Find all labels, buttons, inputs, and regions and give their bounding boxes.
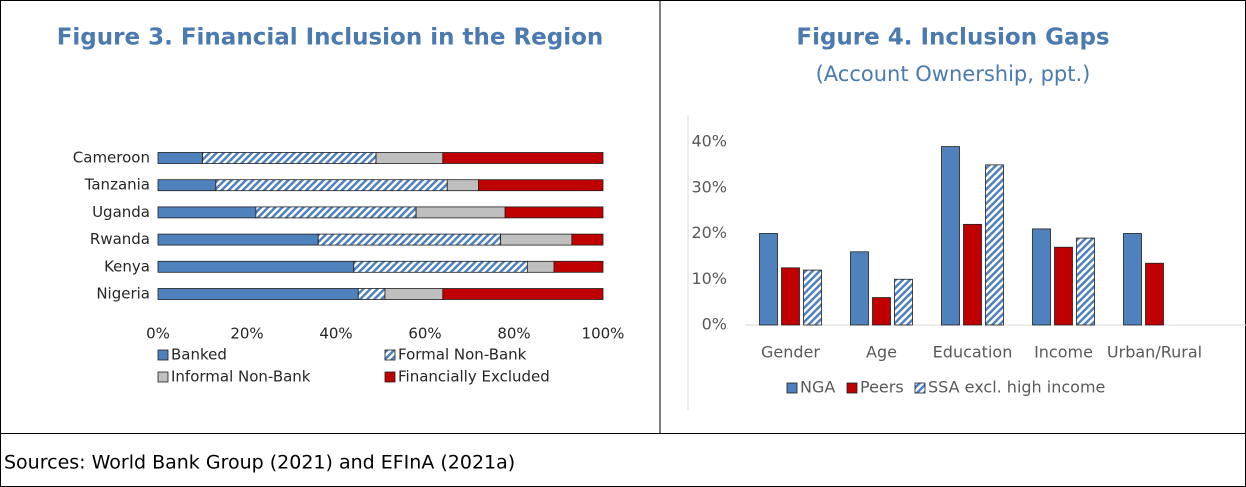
legend-swatch — [846, 382, 858, 394]
x-tick-label: Income — [1034, 343, 1093, 362]
bar-segment — [357, 288, 386, 300]
bar — [1076, 237, 1095, 326]
bar — [1054, 246, 1073, 326]
x-tick-label: 0% — [146, 325, 170, 343]
legend-swatch — [157, 349, 169, 361]
bar-segment — [317, 233, 502, 246]
x-tick-label: 100% — [582, 325, 625, 343]
x-tick-label: Education — [933, 343, 1013, 362]
bar-segment — [526, 260, 555, 273]
y-tick-label: Nigeria — [96, 285, 150, 303]
bar-segment — [157, 206, 257, 219]
legend-swatch — [914, 382, 926, 394]
bar — [872, 297, 891, 326]
y-tick-label: Cameroon — [73, 149, 150, 167]
bar — [963, 223, 982, 326]
bar-segment — [157, 152, 203, 164]
x-tick-label: 60% — [408, 325, 441, 343]
x-tick-label: 40% — [319, 325, 352, 343]
bar-segment — [446, 179, 479, 192]
x-tick-label: Gender — [761, 343, 820, 362]
x-tick-label: Age — [866, 343, 897, 362]
bar-segment — [553, 260, 604, 273]
y-tick-label: Rwanda — [90, 230, 150, 248]
y-tick-label: 30% — [691, 177, 727, 196]
y-tick-label: Kenya — [104, 257, 150, 275]
bar-segment — [255, 206, 417, 219]
y-tick-label: 10% — [691, 269, 727, 288]
y-tick-label: Uganda — [92, 203, 150, 221]
y-tick-label: 20% — [691, 223, 727, 242]
chart-title: Figure 3. Financial Inclusion in the Reg… — [57, 25, 604, 51]
bar — [759, 233, 778, 326]
legend-label: Peers — [860, 378, 904, 397]
bar-segment — [215, 179, 448, 192]
bar-segment — [442, 288, 604, 300]
bar-segment — [442, 152, 604, 164]
bar-segment — [500, 233, 573, 246]
bar-segment — [157, 260, 355, 273]
legend-label: NGA — [800, 378, 835, 397]
bar-segment — [571, 233, 604, 246]
bar-segment — [375, 152, 444, 164]
legend-swatch — [384, 371, 396, 383]
legend-label: SSA excl. high income — [928, 378, 1105, 397]
chart-subtitle: (Account Ownership, ppt.) — [816, 62, 1091, 86]
bar-segment — [353, 260, 528, 273]
legend-label: Formal Non-Bank — [398, 346, 527, 364]
bar — [1123, 233, 1142, 326]
x-tick-label: 80% — [497, 325, 530, 343]
legend-swatch — [157, 371, 169, 383]
legend-label: Banked — [171, 346, 227, 364]
x-tick-label: 20% — [230, 325, 263, 343]
bar-segment — [157, 233, 319, 246]
source-note: Sources: World Bank Group (2021) and EFI… — [4, 452, 515, 474]
chart-title: Figure 4. Inclusion Gaps — [796, 25, 1109, 51]
bar-segment — [157, 179, 217, 192]
legend-label: Informal Non-Bank — [171, 368, 311, 386]
y-tick-label: Tanzania — [84, 176, 150, 194]
bar-segment — [415, 206, 506, 219]
bar — [781, 267, 800, 326]
bar — [985, 164, 1004, 326]
x-tick-label: Urban/Rural — [1107, 343, 1202, 362]
bar-segment — [202, 152, 377, 164]
bar-segment — [384, 288, 444, 300]
bar — [1145, 262, 1164, 326]
bar — [894, 278, 913, 326]
bar — [850, 251, 869, 326]
legend-swatch — [384, 349, 396, 361]
bar-segment — [504, 206, 604, 219]
bar — [803, 269, 822, 326]
y-tick-label: 40% — [691, 132, 727, 151]
bar-segment — [157, 288, 359, 300]
bar — [941, 146, 960, 326]
bar — [1032, 228, 1051, 326]
legend-swatch — [786, 382, 798, 394]
y-tick-label: 0% — [702, 315, 727, 334]
bar-segment — [477, 179, 604, 192]
legend-label: Financially Excluded — [398, 368, 550, 386]
